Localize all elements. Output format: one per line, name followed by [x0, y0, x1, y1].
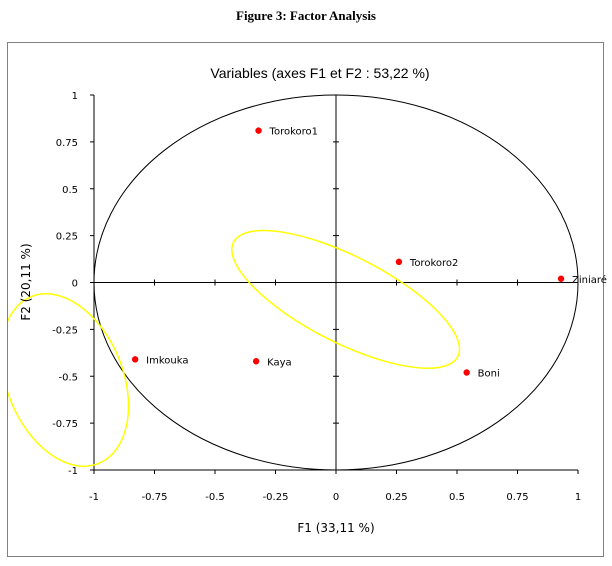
chart-frame	[7, 42, 604, 557]
data-point	[463, 369, 470, 376]
point-label: Boni	[478, 369, 500, 380]
point-label: Ziniaré	[572, 274, 607, 286]
point-label: Torokoro1	[269, 127, 318, 138]
x-tick-label: 0.25	[385, 492, 407, 503]
x-tick-label: 1	[575, 492, 581, 503]
y-tick-label: 0.25	[56, 232, 78, 243]
x-tick-label: -0.25	[263, 492, 289, 503]
x-tick-label: -0.5	[205, 492, 225, 503]
data-point	[255, 127, 262, 134]
highlight-ellipse	[231, 229, 461, 369]
figure-title: Figure 3: Factor Analysis	[236, 8, 376, 23]
x-tick-label: -0.75	[142, 492, 168, 503]
y-tick-label: 1	[72, 91, 78, 102]
x-tick-label: 0	[333, 492, 339, 503]
correlation-circle	[93, 94, 579, 471]
x-tick-label: -1	[89, 492, 99, 503]
highlight-ellipse	[8, 293, 130, 467]
data-point	[252, 358, 260, 365]
point-label: Torokoro2	[409, 258, 458, 269]
y-tick-label: 0	[72, 279, 78, 290]
x-tick-label: 0.75	[506, 492, 528, 503]
y-tick-label: -0.25	[52, 325, 78, 336]
data-point	[557, 275, 565, 282]
y-tick-label: -0.5	[58, 372, 78, 383]
x-axis-label: F1 (33,11 %)	[297, 521, 374, 535]
y-tick-label: 0.75	[56, 138, 78, 149]
chart-title: Variables (axes F1 et F2 : 53,22 %)	[210, 65, 429, 81]
y-axis-label: F2 (20,11 %)	[19, 243, 33, 320]
y-tick-label: -1	[68, 466, 78, 477]
data-point	[131, 356, 139, 363]
point-label: Kaya	[267, 357, 292, 368]
y-tick-label: 0.5	[62, 185, 78, 196]
point-label: Imkouka	[146, 355, 188, 366]
x-tick-label: 0.5	[449, 492, 465, 503]
data-point	[395, 258, 403, 266]
y-tick-label: -0.75	[52, 419, 78, 430]
